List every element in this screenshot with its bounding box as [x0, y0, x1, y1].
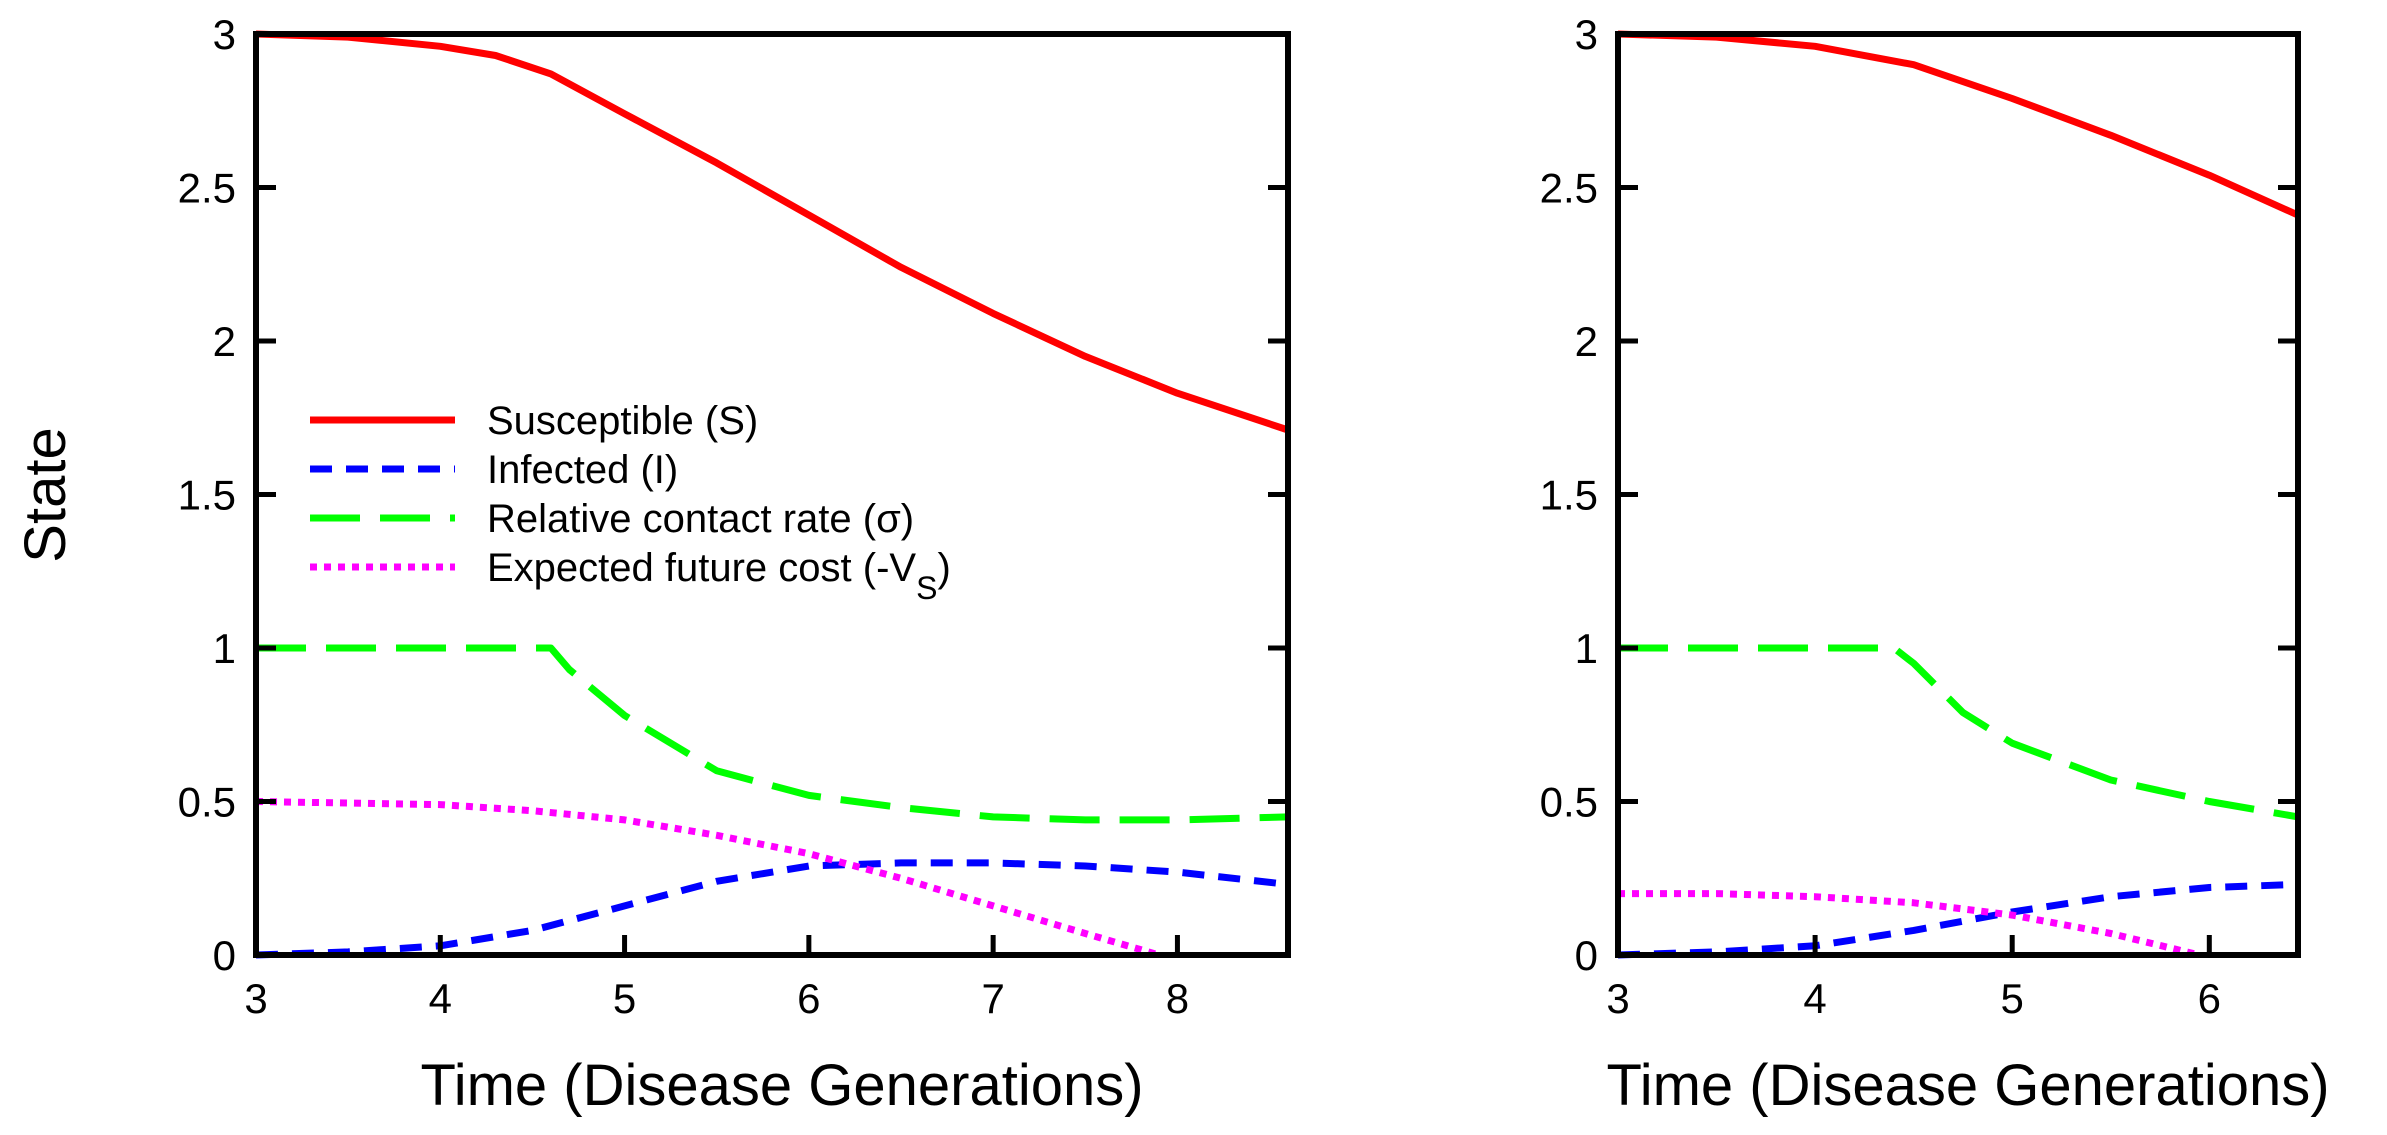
legend-label: Expected future cost (-VS) [487, 546, 951, 606]
x-tick-label: 5 [2001, 975, 2024, 1022]
legend-item-I: Infected (I) [310, 448, 678, 492]
chart-panel-1: 0 0.5 1 1.5 2 2.5 3 3 4 5 6 7 8 Time (Disease Generat… [178, 11, 1291, 1118]
series-group [256, 30, 1288, 959]
y-tick-label: 2 [1575, 318, 1598, 365]
series-line-S [1618, 30, 2298, 219]
legend-item-sigma: Relative contact rate (σ) [310, 497, 914, 541]
series-line-I [1618, 880, 2298, 959]
y-tick-label: 3 [213, 11, 236, 58]
series-group [1618, 30, 2298, 959]
y-tick-label: 2 [213, 318, 236, 365]
y-tick-label: 1.5 [1540, 472, 1598, 519]
series-line-sigma [256, 644, 1288, 824]
y-tick-label: 0.5 [1540, 779, 1598, 826]
x-axis-title: Time (Disease Generations) [420, 1053, 1143, 1118]
y-tick-label: 3 [1575, 11, 1598, 58]
x-tick-label: 4 [1803, 975, 1826, 1022]
x-tick-label: 3 [244, 975, 267, 1022]
y-tick-label: 0.5 [178, 779, 236, 826]
y-axis-title: State [13, 427, 78, 562]
series-line-S [256, 30, 1288, 434]
x-axis-title: Time (Disease Generations) [1606, 1053, 2329, 1118]
series-line-I [256, 859, 1288, 959]
legend-label: Infected (I) [487, 448, 678, 492]
series-line-sigma [1618, 644, 2298, 821]
y-tick-label: 1.5 [178, 472, 236, 519]
x-tick-label: 6 [797, 975, 820, 1022]
y-tick-label: 2.5 [178, 165, 236, 212]
legend-label: Susceptible (S) [487, 399, 758, 443]
y-tick-label: 0 [213, 932, 236, 979]
panels: 0 0.5 1 1.5 2 2.5 3 3 4 5 6 7 8 Time (Disease Generat… [178, 11, 2330, 1118]
x-tick-label: 4 [429, 975, 452, 1022]
series-line-VS [256, 798, 1160, 959]
y-tick-label: 1 [1575, 625, 1598, 672]
legend-label: Relative contact rate (σ) [487, 497, 914, 541]
x-tick-label: 7 [981, 975, 1004, 1022]
chart-panel-2: 0 0.5 1 1.5 2 2.5 3 3 4 5 6 Time (Disease Generatio… [1540, 11, 2330, 1118]
x-tick-label: 6 [2198, 975, 2221, 1022]
y-tick-label: 0 [1575, 932, 1598, 979]
y-tick-label: 2.5 [1540, 165, 1598, 212]
series-line-VS [1618, 890, 2201, 959]
legend: Susceptible (S) Infected (I) Relative cont… [310, 399, 951, 606]
x-tick-label: 5 [613, 975, 636, 1022]
x-tick-label: 3 [1606, 975, 1629, 1022]
x-tick-label: 8 [1166, 975, 1189, 1022]
y-tick-label: 1 [213, 625, 236, 672]
legend-item-S: Susceptible (S) [310, 399, 758, 443]
legend-item-VS: Expected future cost (-VS) [310, 546, 951, 606]
